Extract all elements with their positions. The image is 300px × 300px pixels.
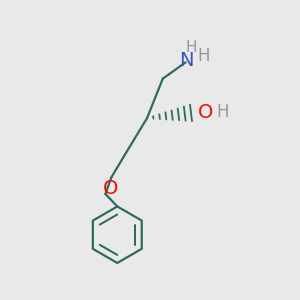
Text: H: H [197, 47, 210, 65]
Text: H: H [216, 103, 229, 121]
Text: N: N [179, 51, 194, 70]
Text: O: O [103, 179, 118, 198]
Text: O: O [198, 103, 213, 122]
Text: H: H [186, 40, 197, 55]
